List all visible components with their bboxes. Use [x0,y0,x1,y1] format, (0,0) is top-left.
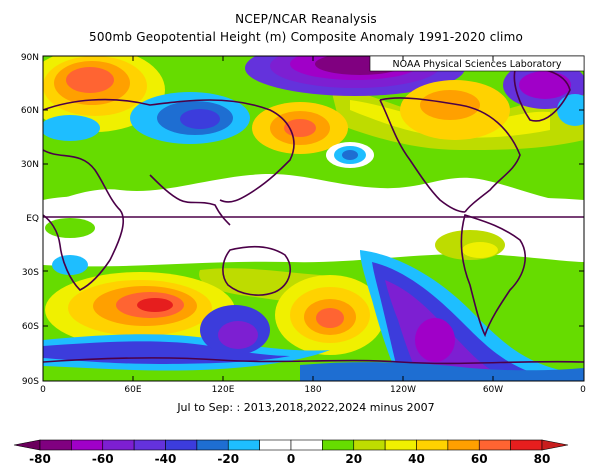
patch-indian-cyan [52,255,88,275]
lab-label: NOAA Physical Sciences Laboratory [393,59,562,70]
colorbar-segment [165,439,198,451]
colorbar-segment [322,439,355,451]
lat-tick-label: 90N [21,53,39,63]
low-northatlantic [557,94,584,126]
colorbar-tick-label: -20 [217,452,239,466]
colorbar-tick-label: 0 [287,452,295,466]
colorbar: -80 -60 -40 -20 0 20 40 60 80 [13,439,569,466]
lat-axis: 90N 60N 30N EQ 30S 60S 90S [21,53,39,387]
lat-tick-label: 90S [22,377,39,387]
colorbar-segment [478,439,511,451]
anomaly-band-ne-yellow [350,100,550,138]
low-greenland-core [519,71,571,99]
lon-tick-label: 180 [304,385,321,395]
lat-tick-label: 60S [22,322,39,332]
colorbar-tick-label: 20 [345,452,362,466]
low-antarctic-south-bottom [300,362,584,381]
coastlines [43,67,584,365]
lat-tick-label: 30S [22,268,39,278]
high-namerica-core [420,90,480,120]
colorbar-low-arrow [13,439,41,451]
colorbar-segment [353,439,386,451]
coast-south-america [460,213,526,338]
coast-eurasia [43,98,295,203]
colorbar-segment [384,439,417,451]
coast-antarctica [43,357,584,365]
coast-na-west [379,99,466,213]
colorbar-segment [290,439,323,451]
colorbar-segment [39,439,72,451]
lon-tick-label: 120W [390,385,416,395]
colorbar-tick-label: 40 [408,452,425,466]
lon-tick-marks [132,56,494,381]
lon-tick-label: 60W [483,385,503,395]
colorbar-segment [447,439,480,451]
lon-tick-label: 0 [40,385,46,395]
colorbar-segment [259,439,292,451]
colorbar-segment [196,439,229,451]
colorbar-segment [133,439,166,451]
coast-africa [43,149,125,291]
colorbar-tick-label: 60 [471,452,488,466]
anomaly-field [43,56,584,381]
patch-south-america-core [462,242,498,258]
colorbar-segment [510,439,543,451]
colorbar-segment [227,439,260,451]
low-siberia-core [180,109,220,129]
colorbar-segment [416,439,449,451]
lon-tick-label: 120E [212,385,235,395]
low-atlantic [43,115,100,141]
composite-subtitle: Jul to Sep: : 2013,2018,2022,2024 minus … [176,401,434,414]
high-indian-core [137,298,173,312]
lat-tick-label: EQ [26,214,39,224]
title-line1: NCEP/NCAR Reanalysis [235,12,377,26]
colorbar-segment [102,439,135,451]
patch-tropical-atl [45,218,95,238]
colorbar-tick-label: -80 [29,452,51,466]
lon-tick-label: 60E [124,385,141,395]
coast-north-america [379,97,521,213]
low-antarctic-east-core [218,321,258,349]
lat-tick-marks [43,109,584,327]
low-spacific-core2 [415,318,455,362]
high-europe-core [66,67,114,93]
colorbar-tick-label: -60 [92,452,114,466]
colorbar-segment [71,439,104,451]
low-nepacific-core [342,150,358,160]
lon-tick-label: 0 [580,385,586,395]
lon-axis: 0 60E 120E 180 120W 60W 0 [40,385,586,395]
colorbar-tick-label: -40 [155,452,177,466]
lat-tick-label: 60N [21,106,39,116]
high-spacific-core [316,308,344,328]
lab-label-box [369,55,585,72]
colorbar-tick-label: 80 [534,452,551,466]
colorbar-high-arrow [541,439,569,451]
lat-tick-label: 30N [21,160,39,170]
title-line2: 500mb Geopotential Height (m) Composite … [88,30,524,44]
coast-australia [222,245,291,296]
